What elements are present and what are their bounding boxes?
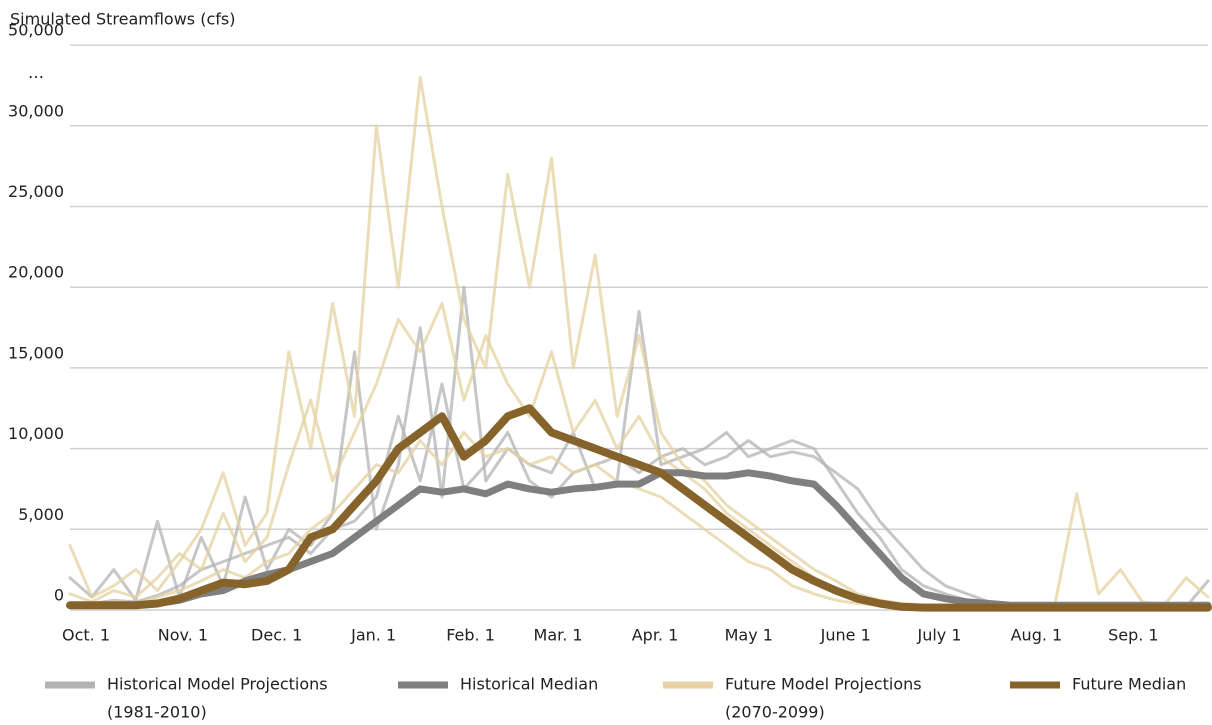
x-tick-label: May 1 [725, 626, 773, 645]
x-tick-label: Mar. 1 [534, 626, 583, 645]
x-tick-label: Jan. 1 [350, 626, 396, 645]
x-tick-label: Aug. 1 [1011, 626, 1063, 645]
legend-label: Historical Model Projections [107, 675, 328, 694]
x-tick-label: Nov. 1 [158, 626, 208, 645]
legend-label: Historical Median [460, 675, 598, 694]
y-tick-label: 20,000 [8, 263, 64, 282]
series-line [66, 404, 1212, 612]
legend-period: (2070-2099) [725, 703, 825, 722]
y-tick-label: 5,000 [18, 505, 64, 524]
y-tick-label: 30,000 [8, 101, 64, 120]
x-tick-label: Apr. 1 [632, 626, 679, 645]
y-axis-title: Simulated Streamflows (cfs) [10, 10, 235, 29]
x-tick-label: Dec. 1 [251, 626, 302, 645]
legend-period: (1981-2010) [107, 703, 207, 722]
x-tick-label: July 1 [916, 626, 961, 645]
legend-label: Future Model Projections [725, 675, 922, 694]
x-tick-label: Feb. 1 [446, 626, 495, 645]
y-tick-label: 0 [54, 586, 64, 605]
x-tick-label: June 1 [820, 626, 871, 645]
axis-break-label: … [28, 63, 44, 82]
y-tick-label: 50,000 [8, 21, 64, 40]
y-tick-label: 25,000 [8, 182, 64, 201]
x-tick-label: Sep. 1 [1108, 626, 1159, 645]
series-line [68, 75, 1210, 607]
legend-label: Future Median [1072, 675, 1186, 694]
y-tick-label: 10,000 [8, 424, 64, 443]
y-tick-label: 15,000 [8, 343, 64, 362]
x-tick-label: Oct. 1 [62, 626, 110, 645]
series-line [68, 301, 1210, 607]
